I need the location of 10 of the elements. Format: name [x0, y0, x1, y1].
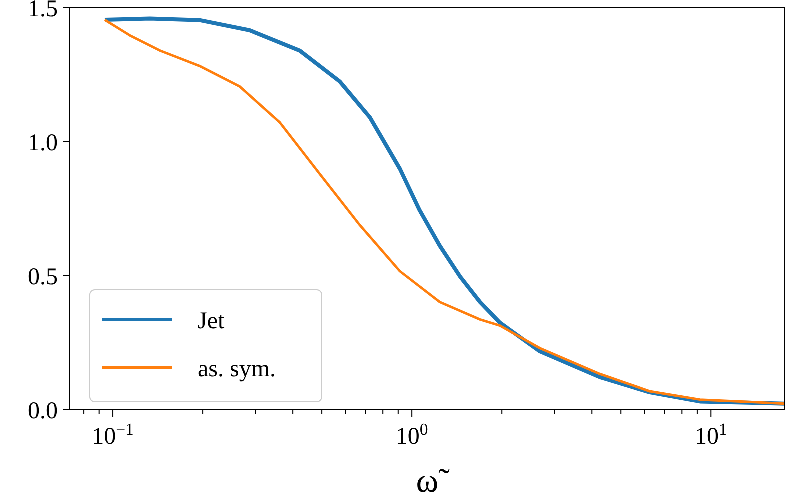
y-tick-label: 1.0 — [28, 130, 58, 156]
legend-label: Jet — [198, 308, 225, 334]
x-axis-title: ω̃ — [416, 463, 451, 498]
x-tick-label: 10$^{1}$ — [694, 420, 728, 450]
legend-label: as. sym. — [198, 356, 276, 382]
y-tick-label: 1.5 — [28, 0, 58, 22]
x-tick-label: 10$^{−1}$ — [92, 420, 134, 450]
y-tick-label: 0.5 — [28, 264, 58, 290]
x-tick-label: 10$^{0}$ — [396, 420, 428, 450]
y-tick-label: 0.0 — [28, 398, 58, 424]
